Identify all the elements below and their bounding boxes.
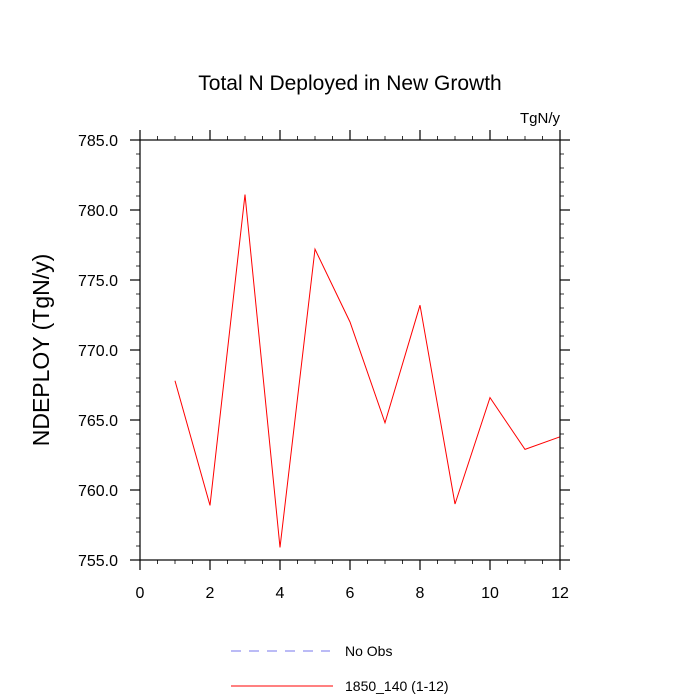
y-tick-label: 760.0 bbox=[78, 483, 118, 500]
major-ticks bbox=[130, 130, 570, 570]
y-tick-label: 785.0 bbox=[78, 133, 118, 150]
x-tick-label: 12 bbox=[551, 585, 569, 602]
x-tick-label: 6 bbox=[346, 585, 355, 602]
legend-label-no-obs: No Obs bbox=[345, 643, 392, 659]
y-tick-label: 755.0 bbox=[78, 553, 118, 570]
x-tick-label: 0 bbox=[136, 585, 145, 602]
legend-label-1850-140: 1850_140 (1-12) bbox=[345, 678, 449, 694]
tick-labels: 755.0 760.0 765.0 770.0 775.0 780.0 785.0 0 2 4 6 8… bbox=[78, 133, 569, 602]
y-axis-label: NDEPLOY (TgN/y) bbox=[28, 254, 54, 447]
legend: No Obs 1850_140 (1-12) bbox=[231, 643, 449, 694]
series-layer bbox=[174, 194, 561, 548]
chart-title: Total N Deployed in New Growth bbox=[198, 72, 501, 95]
x-tick-label: 10 bbox=[481, 585, 499, 602]
x-tick-label: 2 bbox=[206, 585, 215, 602]
y-tick-label: 770.0 bbox=[78, 343, 118, 360]
y-tick-label: 765.0 bbox=[78, 413, 118, 430]
series-line-0 bbox=[174, 194, 561, 548]
x-tick-label: 4 bbox=[276, 585, 285, 602]
x-tick-label: 8 bbox=[416, 585, 425, 602]
plot-frame bbox=[139, 139, 561, 561]
y-tick-label: 775.0 bbox=[78, 273, 118, 290]
units-label: TgN/y bbox=[520, 110, 561, 127]
minor-ticks bbox=[136, 136, 564, 564]
y-tick-label: 780.0 bbox=[78, 203, 118, 220]
